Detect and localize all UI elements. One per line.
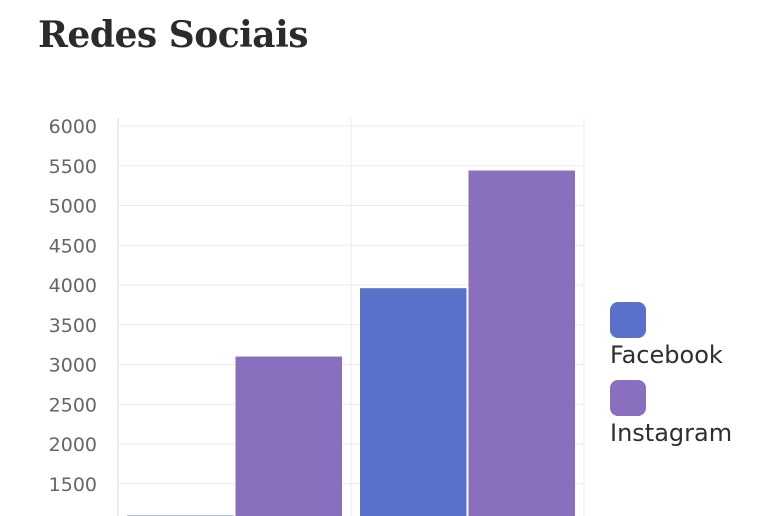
y-tick-label: 3000 — [49, 355, 97, 377]
y-tick-label: 5500 — [49, 156, 97, 178]
y-tick-label: 2000 — [49, 434, 97, 456]
bar-instagram — [468, 170, 575, 516]
legend-swatch-facebook — [610, 302, 646, 338]
chart-legend: Facebook Instagram — [610, 302, 732, 458]
legend-swatch-instagram — [610, 380, 646, 416]
y-tick-label: 4500 — [49, 235, 97, 257]
legend-label-facebook: Facebook — [610, 341, 723, 369]
bar-facebook — [360, 288, 467, 516]
bar-instagram — [235, 356, 342, 516]
page-title: Redes Sociais — [38, 14, 309, 56]
y-tick-label: 4000 — [49, 275, 97, 297]
y-tick-label: 3500 — [49, 315, 97, 337]
legend-item-facebook[interactable]: Facebook — [610, 302, 732, 370]
y-tick-label: 2500 — [49, 394, 97, 416]
legend-item-instagram[interactable]: Instagram — [610, 380, 732, 448]
y-tick-label: 1500 — [49, 474, 97, 496]
y-tick-label: 5000 — [49, 196, 97, 218]
legend-label-instagram: Instagram — [610, 419, 733, 447]
y-tick-label: 6000 — [49, 116, 97, 138]
y-tick-label: 1000 — [49, 514, 97, 516]
